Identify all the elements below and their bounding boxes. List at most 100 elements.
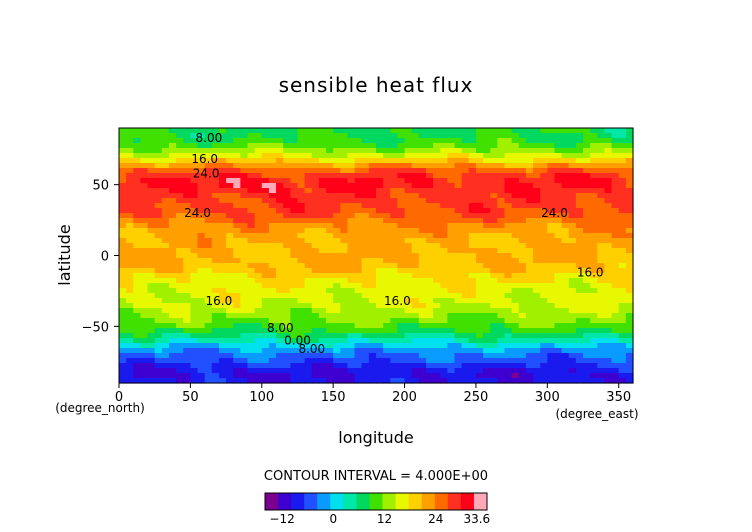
- heatmap-cell: [461, 238, 470, 244]
- heatmap-cell: [554, 158, 563, 164]
- heatmap-cell: [525, 283, 534, 289]
- heatmap-cell: [518, 228, 527, 234]
- heatmap-cell: [561, 143, 570, 149]
- heatmap-cell: [276, 258, 284, 264]
- heatmap-cell: [376, 228, 384, 234]
- heatmap-cell: [254, 178, 263, 184]
- heatmap-cell: [147, 323, 156, 329]
- heatmap-cell: [440, 333, 448, 339]
- heatmap-cell: [361, 268, 370, 274]
- heatmap-cell: [354, 333, 363, 339]
- heatmap-cell: [154, 313, 163, 319]
- heatmap-cell: [318, 323, 327, 329]
- heatmap-cell: [119, 238, 127, 244]
- heatmap-cell: [240, 228, 249, 234]
- heatmap-cell: [425, 338, 434, 344]
- heatmap-cell: [425, 203, 434, 209]
- heatmap-cell: [454, 138, 463, 144]
- heatmap-cell: [461, 363, 470, 369]
- heatmap-cell: [604, 228, 613, 234]
- heatmap-cell: [133, 258, 142, 264]
- heatmap-cell: [290, 368, 299, 374]
- heatmap-cell: [433, 233, 441, 239]
- heatmap-cell: [211, 233, 220, 239]
- heatmap-cell: [533, 353, 541, 359]
- heatmap-cell: [204, 353, 213, 359]
- heatmap-cell: [404, 138, 413, 144]
- heatmap-cell: [575, 253, 584, 259]
- heatmap-cell: [575, 338, 584, 344]
- heatmap-cell: [147, 313, 156, 319]
- heatmap-cell: [525, 258, 534, 264]
- heatmap-cell: [618, 158, 627, 164]
- heatmap-cell: [140, 348, 149, 354]
- heatmap-cell: [147, 238, 156, 244]
- heatmap-cell: [354, 233, 363, 239]
- heatmap-cell: [447, 288, 456, 294]
- heatmap-cell: [561, 193, 570, 199]
- heatmap-cell: [326, 348, 334, 354]
- heatmap-cell: [333, 238, 341, 244]
- heatmap-cell: [411, 328, 420, 334]
- heatmap-cell: [283, 193, 291, 199]
- heatmap-cell: [354, 303, 363, 309]
- heatmap-cell: [475, 278, 484, 284]
- heatmap-cell: [140, 353, 149, 359]
- heatmap-cell: [204, 253, 213, 259]
- heatmap-cell: [276, 323, 284, 329]
- heatmap-cell: [418, 298, 427, 304]
- heatmap-cell: [490, 318, 498, 324]
- colorbar-swatch: [395, 493, 410, 510]
- heatmap-cell: [254, 213, 263, 219]
- heatmap-cell: [411, 323, 420, 329]
- heatmap-cell: [611, 333, 620, 339]
- heatmap-cell: [583, 218, 591, 224]
- heatmap-cell: [518, 358, 527, 364]
- colorbar-tick-label: −12: [269, 512, 294, 526]
- heatmap-cell: [211, 283, 220, 289]
- heatmap-cell: [533, 378, 541, 384]
- heatmap-cell: [218, 303, 227, 309]
- heatmap-cell: [247, 138, 256, 144]
- heatmap-cell: [525, 293, 534, 299]
- heatmap-cell: [347, 253, 356, 259]
- heatmap-cell: [226, 343, 234, 349]
- heatmap-cell: [625, 378, 634, 384]
- heatmap-cell: [333, 223, 341, 229]
- heatmap-cell: [204, 268, 213, 274]
- heatmap-cell: [326, 163, 334, 169]
- heatmap-cell: [533, 328, 541, 334]
- heatmap-cell: [268, 178, 277, 184]
- heatmap-cell: [583, 248, 591, 254]
- heatmap-cell: [376, 283, 384, 289]
- heatmap-cell: [126, 148, 134, 154]
- heatmap-cell: [168, 368, 177, 374]
- heatmap-cell: [433, 268, 441, 274]
- heatmap-cell: [133, 313, 142, 319]
- heatmap-cell: [511, 248, 520, 254]
- heatmap-cell: [561, 253, 570, 259]
- heatmap-cell: [611, 368, 620, 374]
- heatmap-cell: [347, 268, 356, 274]
- heatmap-cell: [604, 373, 613, 379]
- heatmap-cell: [433, 128, 441, 134]
- heatmap-cell: [354, 138, 363, 144]
- heatmap-cell: [261, 298, 270, 304]
- heatmap-cell: [304, 308, 313, 314]
- heatmap-cell: [240, 348, 249, 354]
- heatmap-cell: [318, 128, 327, 134]
- heatmap-cell: [176, 338, 184, 344]
- heatmap-cell: [261, 253, 270, 259]
- heatmap-cell: [468, 128, 477, 134]
- heatmap-cell: [390, 213, 399, 219]
- heatmap-cell: [604, 348, 613, 354]
- heatmap-cell: [483, 163, 491, 169]
- heatmap-cell: [418, 308, 427, 314]
- heatmap-cell: [276, 183, 284, 189]
- heatmap-cell: [161, 353, 170, 359]
- heatmap-cell: [504, 283, 513, 289]
- heatmap-cell: [254, 303, 263, 309]
- heatmap-cell: [454, 338, 463, 344]
- heatmap-cell: [161, 318, 170, 324]
- heatmap-cell: [468, 293, 477, 299]
